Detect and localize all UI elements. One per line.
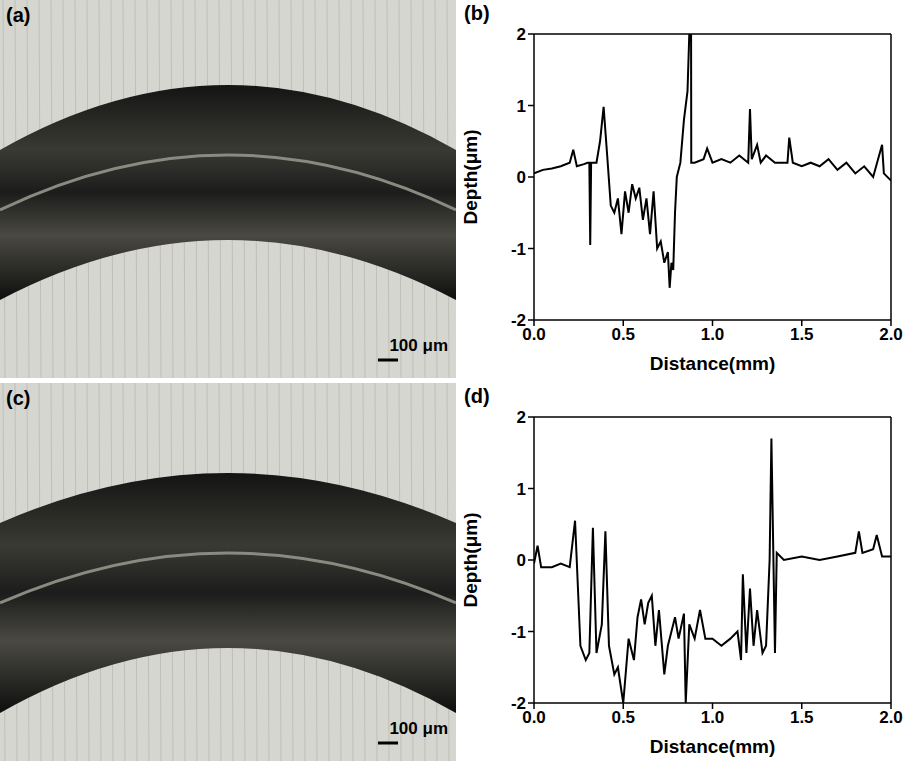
svg-text:0: 0 xyxy=(517,551,526,570)
svg-text:1.0: 1.0 xyxy=(701,708,725,727)
svg-text:0: 0 xyxy=(517,168,526,187)
svg-text:-2: -2 xyxy=(511,694,526,713)
svg-text:Distance(mm): Distance(mm) xyxy=(650,736,776,757)
html-text:100 μm: 100 μm xyxy=(389,719,448,738)
svg-text:1.0: 1.0 xyxy=(701,325,725,344)
svg-text:Distance(mm): Distance(mm) xyxy=(650,353,776,374)
svg-text:0.0: 0.0 xyxy=(522,325,546,345)
svg-text:Depth(μm): Depth(μm) xyxy=(460,130,481,225)
svg-text:-1: -1 xyxy=(511,240,526,259)
svg-text:Depth(μm): Depth(μm) xyxy=(460,513,481,608)
html-text:(d): (d) xyxy=(464,385,490,407)
svg-text:2.0: 2.0 xyxy=(879,708,903,727)
html-text:(b): (b) xyxy=(464,2,490,24)
svg-text:-1: -1 xyxy=(511,623,526,642)
html-text:(c): (c) xyxy=(6,387,31,409)
svg-text:2: 2 xyxy=(517,408,526,427)
svg-text:1.5: 1.5 xyxy=(790,325,814,344)
svg-text:1.5: 1.5 xyxy=(790,708,814,727)
svg-text:-2: -2 xyxy=(511,311,526,330)
svg-text:2: 2 xyxy=(517,25,526,44)
svg-text:0.5: 0.5 xyxy=(611,325,635,344)
svg-text:0.0: 0.0 xyxy=(522,708,546,728)
svg-text:0.5: 0.5 xyxy=(611,708,635,727)
svg-text:2.0: 2.0 xyxy=(879,325,903,344)
svg-text:1: 1 xyxy=(517,97,526,116)
svg-text:1: 1 xyxy=(517,480,526,499)
html-text:100 μm: 100 μm xyxy=(389,336,448,355)
html-text:(a): (a) xyxy=(6,4,31,26)
